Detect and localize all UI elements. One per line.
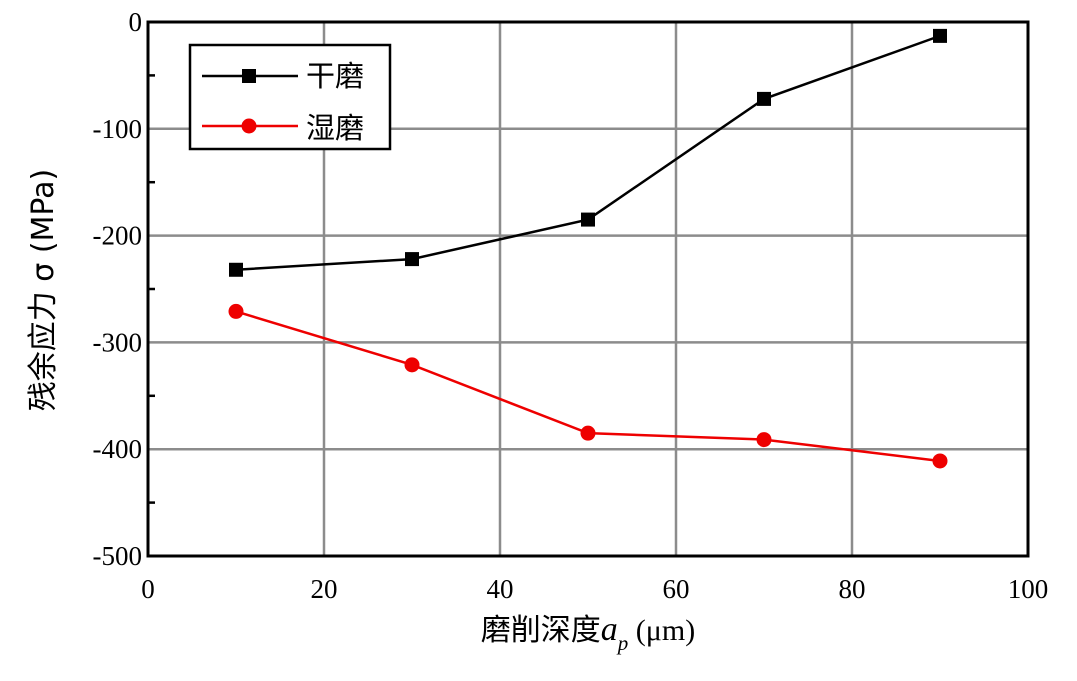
x-tick-labels: 0 20 40 60 80 100 xyxy=(141,574,1048,604)
data-point-1 xyxy=(580,425,596,441)
data-point-1 xyxy=(756,432,772,448)
x-tick-label: 80 xyxy=(839,574,866,604)
plot-frame xyxy=(146,20,1030,558)
legend-marker-dry xyxy=(242,69,256,83)
x-tick-label: 100 xyxy=(1008,574,1049,604)
y-tick-label: -400 xyxy=(93,434,143,464)
y-tick-labels: 0 -100 -200 -300 -400 -500 xyxy=(93,7,143,571)
x-tick-label: 0 xyxy=(141,574,155,604)
x-axis-title: 磨削深度ap (μm) xyxy=(481,611,695,655)
y-tick-label: 0 xyxy=(129,7,143,37)
y-tick-label: -500 xyxy=(93,541,143,571)
x-tick-label: 40 xyxy=(487,574,514,604)
data-point-1 xyxy=(932,453,948,469)
data-point-0 xyxy=(757,91,771,106)
data-point-1 xyxy=(404,357,420,373)
legend-box xyxy=(188,43,392,151)
data-point-0 xyxy=(933,28,947,43)
x-axis-title-subscript: p xyxy=(616,631,629,655)
x-tick-label: 60 xyxy=(663,574,690,604)
y-axis-title: 残余应力 σ (MPa) xyxy=(26,169,61,412)
y-tick-label: -300 xyxy=(93,327,143,357)
data-point-0 xyxy=(581,212,595,227)
series-layer xyxy=(228,28,948,469)
y-tick-label: -100 xyxy=(93,114,143,144)
legend-marker-wet xyxy=(241,118,257,134)
legend-label-wet: 湿磨 xyxy=(306,111,364,145)
data-point-0 xyxy=(229,262,243,277)
data-point-1 xyxy=(228,303,244,319)
x-axis-title-unit: (μm) xyxy=(628,614,695,647)
y-tick-label: -200 xyxy=(93,221,143,251)
legend: 干磨 湿磨 xyxy=(188,43,392,151)
legend-label-dry: 干磨 xyxy=(306,59,364,93)
x-tick-label: 20 xyxy=(311,574,338,604)
x-axis-title-text: 磨削深度 xyxy=(481,613,601,648)
data-point-0 xyxy=(405,252,419,267)
x-axis-title-variable: a xyxy=(601,611,618,648)
